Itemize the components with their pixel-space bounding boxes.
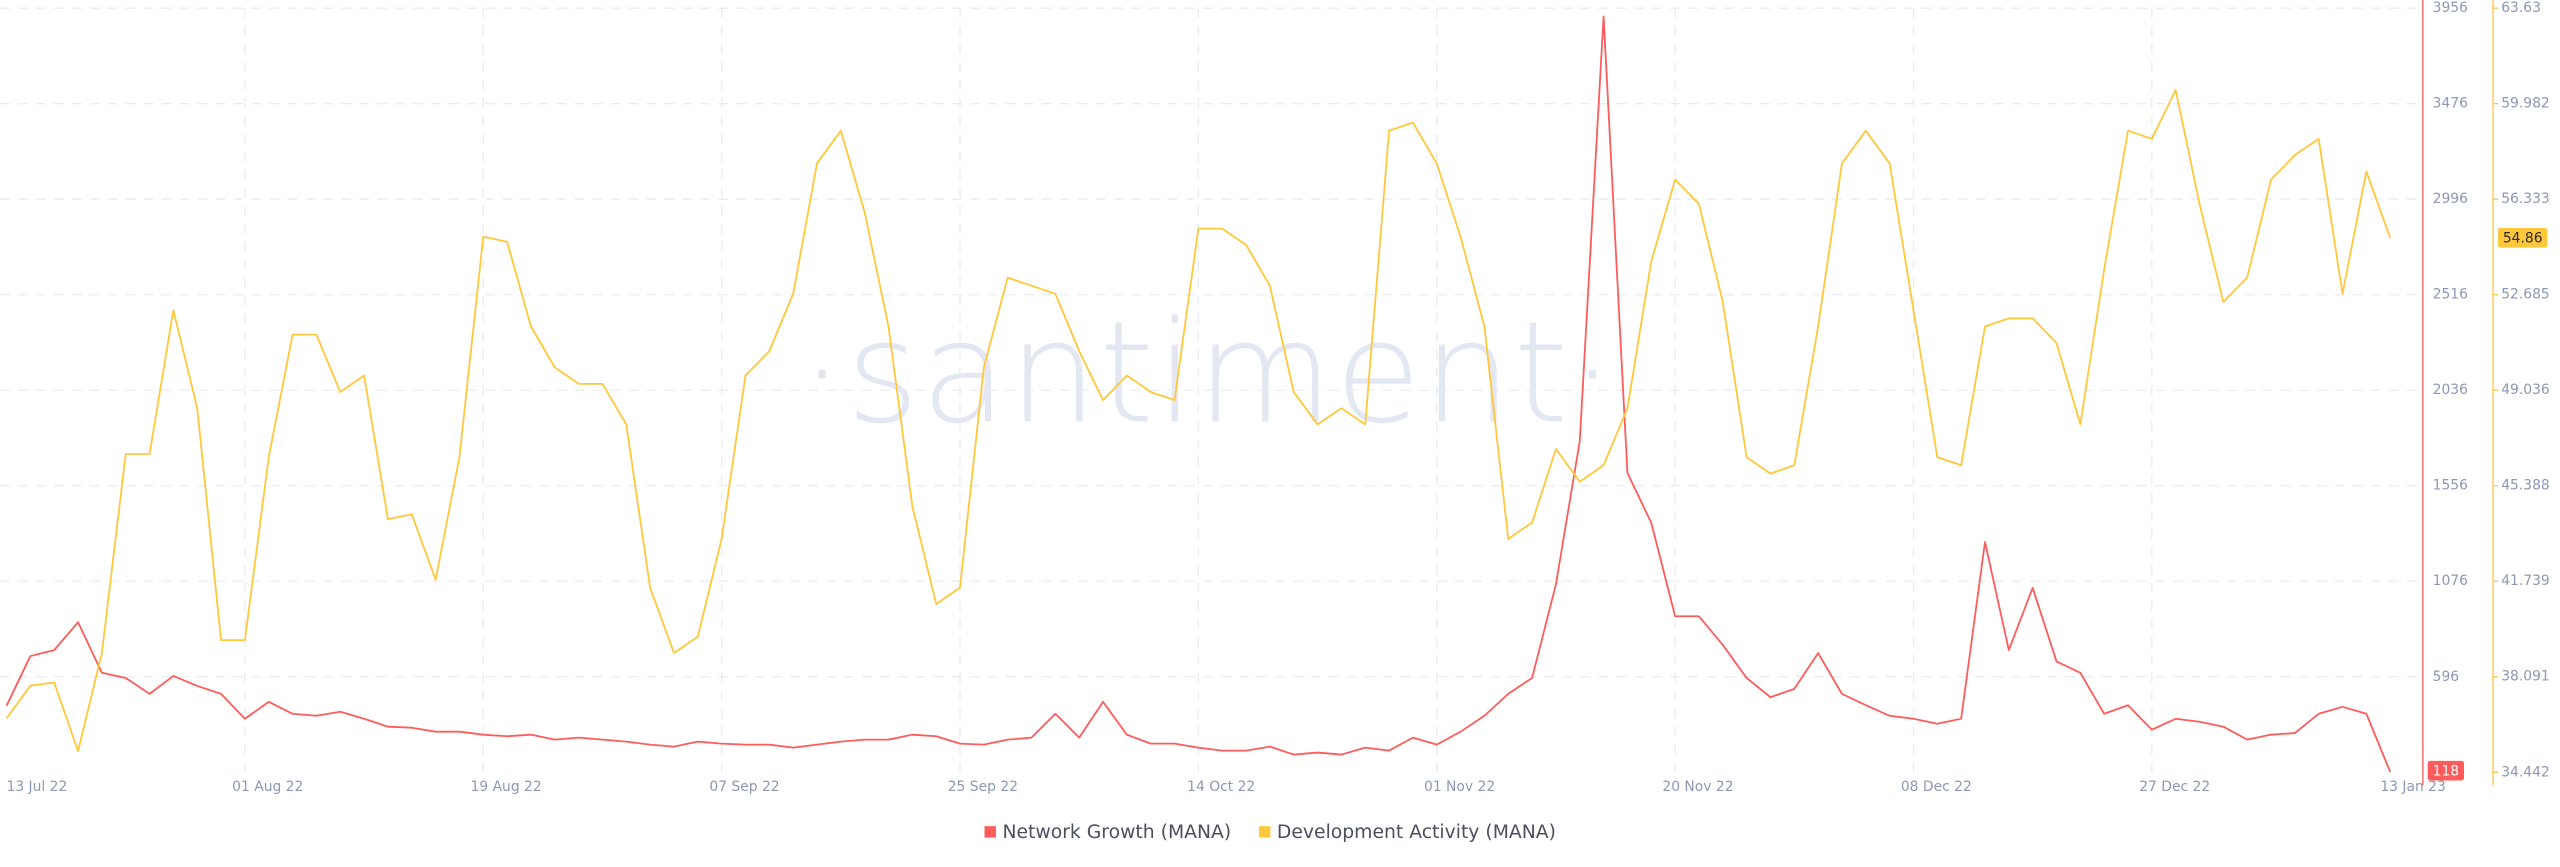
legend-label: Development Activity (MANA) xyxy=(1277,822,1556,843)
x-tick-label: 01 Aug 22 xyxy=(232,779,303,795)
legend-swatch xyxy=(1258,826,1271,838)
x-tick-label: 13 Jul 22 xyxy=(7,779,68,795)
y2-tick-label: 59.982 xyxy=(2501,96,2550,112)
y-tick-label: 1556 xyxy=(2433,478,2468,494)
x-tick-label: 07 Sep 22 xyxy=(709,779,779,795)
tag-label: 118 xyxy=(2433,763,2459,779)
x-tick-label: 20 Nov 22 xyxy=(1662,779,1733,795)
y2-tick-label: 56.333 xyxy=(2501,191,2550,207)
tag-box xyxy=(2497,227,2548,248)
last-value-tag: 54.86 xyxy=(2497,227,2548,248)
y2-tick-label: 63.63 xyxy=(2501,0,2541,16)
y2-tick-label: 41.739 xyxy=(2501,573,2550,589)
y2-tick-label: 45.388 xyxy=(2501,478,2550,494)
legend-label: Network Growth (MANA) xyxy=(1002,822,1231,843)
x-tick-label: 27 Dec 22 xyxy=(2139,779,2210,795)
x-tick-label: 13 Jan 23 xyxy=(2380,779,2445,795)
y-tick-label: 3956 xyxy=(2433,0,2468,16)
series-line xyxy=(5,15,2392,773)
y-tick-label: 2516 xyxy=(2433,287,2468,303)
grid xyxy=(0,7,2423,773)
x-tick-label: 19 Aug 22 xyxy=(471,779,542,795)
y-tick-label: 1076 xyxy=(2433,573,2468,589)
y2-tick-label: 52.685 xyxy=(2501,287,2550,303)
tag-box xyxy=(2427,760,2465,781)
x-tick-label: 08 Dec 22 xyxy=(1901,779,1972,795)
y2-tick-label: 38.091 xyxy=(2501,669,2550,685)
y-tick-label: 2036 xyxy=(2433,382,2468,398)
x-tick-label: 14 Oct 22 xyxy=(1187,779,1255,795)
legend: Network Growth (MANA) Development Activit… xyxy=(984,822,1556,843)
watermark: ·santiment· xyxy=(800,292,1617,455)
x-tick-label: 25 Sep 22 xyxy=(948,779,1018,795)
tag-label: 54.86 xyxy=(2503,231,2543,247)
series-line xyxy=(5,88,2392,753)
x-tick-label: 01 Nov 22 xyxy=(1424,779,1495,795)
y2-tick-label: 49.036 xyxy=(2501,382,2550,398)
y-tick-label: 2996 xyxy=(2433,191,2468,207)
y2-tick-label: 34.442 xyxy=(2501,764,2550,780)
y-tick-label: 3476 xyxy=(2433,96,2468,112)
y-tick-label: 596 xyxy=(2433,669,2459,685)
last-value-tag: 118 xyxy=(2427,760,2465,781)
legend-swatch xyxy=(984,826,996,838)
